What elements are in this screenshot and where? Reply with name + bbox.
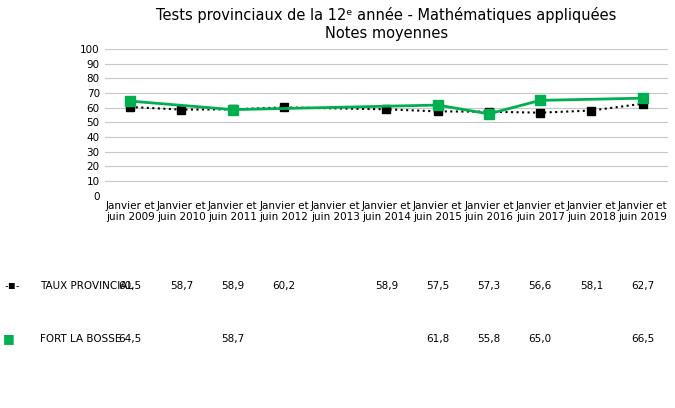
Text: 58,7: 58,7: [170, 281, 193, 290]
Text: 65,0: 65,0: [529, 334, 551, 344]
Text: FORT LA BOSSE: FORT LA BOSSE: [40, 334, 122, 344]
Text: 62,7: 62,7: [631, 281, 654, 290]
Text: 58,9: 58,9: [221, 281, 244, 290]
Text: 55,8: 55,8: [477, 334, 501, 344]
Text: 61,8: 61,8: [426, 334, 450, 344]
Text: ■: ■: [3, 332, 15, 345]
Text: -■-: -■-: [3, 281, 21, 290]
Text: TAUX PROVINCIAL: TAUX PROVINCIAL: [40, 281, 134, 290]
Text: 66,5: 66,5: [631, 334, 654, 344]
Text: 58,1: 58,1: [580, 281, 603, 290]
Text: 58,7: 58,7: [221, 334, 244, 344]
Text: 60,2: 60,2: [273, 281, 296, 290]
Text: 57,5: 57,5: [426, 281, 450, 290]
Text: 57,3: 57,3: [477, 281, 501, 290]
Text: 60,5: 60,5: [119, 281, 142, 290]
Title: Tests provinciaux de la 12ᵉ année - Mathématiques appliquées
Notes moyennes: Tests provinciaux de la 12ᵉ année - Math…: [156, 7, 617, 41]
Text: 56,6: 56,6: [529, 281, 551, 290]
Text: 64,5: 64,5: [119, 334, 142, 344]
Text: 58,9: 58,9: [375, 281, 398, 290]
